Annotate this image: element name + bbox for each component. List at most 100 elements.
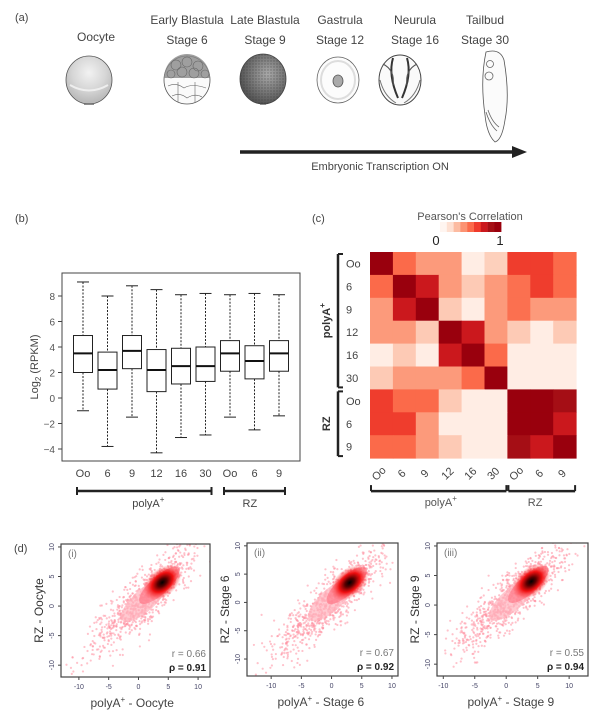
scatter-point	[98, 617, 101, 621]
scatter-point	[527, 557, 530, 560]
y-tick-label: 6	[49, 318, 55, 329]
scatter-point	[161, 598, 164, 601]
scatter-point	[522, 565, 525, 568]
scatter-point	[295, 614, 298, 617]
scatter-point	[279, 646, 282, 649]
scatter-point	[90, 653, 94, 656]
scatter-point	[106, 627, 109, 630]
scatter-point	[459, 622, 462, 625]
scatter-point	[112, 609, 115, 612]
scatter-point	[148, 633, 152, 636]
x-tick-label: 9	[276, 468, 282, 480]
scatter-point	[525, 606, 528, 609]
scatter-point	[316, 621, 319, 624]
scatter-point	[470, 613, 473, 616]
scatter-point	[534, 554, 537, 557]
scatter-point	[91, 640, 94, 643]
scatter-point	[532, 599, 535, 602]
scatter-point	[494, 625, 497, 628]
scatter-point	[477, 622, 480, 625]
scatter-point	[548, 559, 552, 562]
x-tick-label: 10	[388, 683, 396, 690]
scatter-point	[111, 600, 114, 603]
scatter-point	[310, 632, 313, 635]
scatter-point	[475, 611, 478, 614]
scatter-point	[296, 620, 300, 623]
scatter-point	[541, 558, 545, 561]
scatter-point	[96, 619, 99, 622]
scatter-point	[472, 652, 475, 655]
heatmap-cell-6-5	[484, 389, 508, 413]
scatter-point	[498, 594, 501, 597]
scatter-point	[108, 650, 111, 653]
scatter-point	[100, 649, 103, 652]
heatmap-cell-0-1	[392, 252, 417, 276]
y-axis-label: RZ - Oocyte	[32, 578, 46, 643]
scatter-point	[318, 622, 321, 625]
scatter-point	[505, 629, 509, 632]
heatmap-cell-3-0	[370, 320, 394, 345]
scatter-point	[381, 539, 383, 541]
heatmap-cell-4-4	[461, 343, 485, 367]
scatter-point	[72, 670, 75, 673]
row-group-label: RZ	[321, 416, 333, 431]
scatter-point	[313, 643, 316, 647]
scatter-point	[514, 613, 517, 616]
scatter-point	[350, 560, 353, 564]
scatter-point	[505, 579, 508, 582]
scatter-point	[281, 663, 285, 667]
scatter-point	[292, 614, 295, 617]
x-tick-label: 10	[194, 684, 202, 691]
scatter-point	[290, 659, 293, 663]
scatter-point	[187, 567, 190, 570]
scatter-point	[370, 560, 373, 563]
scatter-point	[321, 624, 325, 627]
scatter-point	[510, 623, 513, 626]
x-tick-label: 16	[175, 468, 187, 480]
scatter-point	[260, 613, 263, 616]
scatter-point	[457, 641, 460, 645]
scatter-point	[460, 626, 463, 629]
scatter-point	[332, 618, 335, 621]
scatter-point	[500, 586, 503, 590]
heatmap-cell-7-8	[553, 412, 577, 436]
scatter-points	[252, 539, 394, 676]
scatter-point	[313, 645, 316, 649]
scatter-point	[157, 609, 160, 613]
scatter-point	[378, 559, 382, 562]
scatter-point	[510, 616, 514, 620]
scatter-point	[112, 624, 115, 627]
scatter-point	[584, 535, 586, 536]
legend-swatch	[453, 222, 461, 232]
scatter-point	[141, 568, 144, 571]
scatter-point	[97, 648, 100, 651]
scatter-point	[292, 633, 295, 636]
scatter-point	[486, 608, 490, 612]
legend-swatch	[446, 222, 454, 232]
scatter-point	[557, 570, 560, 574]
x-tick-label: Oo	[76, 468, 91, 480]
scatter-point	[272, 648, 275, 651]
scatter-point	[566, 548, 569, 551]
scatter-point	[105, 632, 108, 635]
scatter-point	[478, 617, 481, 620]
scatter-point	[158, 612, 161, 615]
scatter-point	[576, 554, 579, 557]
scatter-point	[301, 649, 304, 653]
scatter-point	[301, 642, 304, 645]
heatmap-cell-0-2	[415, 252, 440, 276]
scatter-point	[147, 639, 151, 642]
heatmap-cell-5-2	[415, 366, 440, 390]
stage-neurula-title: Neurula Stage 16	[390, 13, 440, 47]
scatter-point	[103, 639, 106, 642]
scatter-point	[287, 640, 290, 643]
early-blastula-embryo-icon	[163, 54, 211, 105]
scatter-point	[286, 655, 289, 658]
scatter-point	[297, 631, 300, 635]
scatter-point	[476, 628, 479, 631]
legend-swatch	[460, 222, 468, 232]
scatter-point	[373, 571, 376, 574]
heatmap-cell-8-2	[415, 435, 440, 459]
x-tick-label: 10	[565, 683, 573, 690]
heatmap-cell-6-6	[507, 389, 531, 413]
